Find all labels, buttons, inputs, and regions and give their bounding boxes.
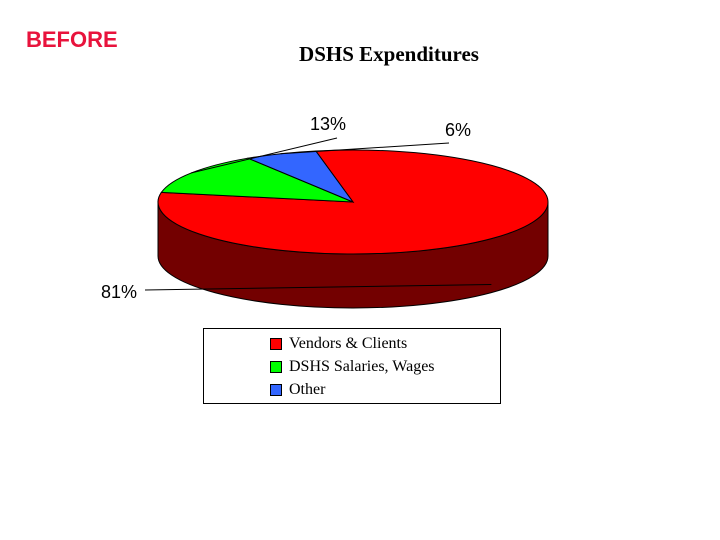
label-other: 6%: [445, 120, 472, 140]
leader-line-vendors-clients: [144, 284, 492, 291]
legend-item-other: Other: [270, 379, 325, 401]
chart-legend: Vendors & Clients DSHS Salaries, Wages O…: [203, 328, 501, 404]
leader-line-other: [280, 142, 450, 155]
chart-title: DSHS Expenditures: [299, 42, 479, 66]
legend-swatch: [270, 338, 282, 350]
label-vendors-clients: 81%: [101, 282, 138, 302]
legend-item-vendors-clients: Vendors & Clients: [270, 333, 407, 355]
slice-vendors-clients: [157, 149, 549, 255]
legend-label: Other: [289, 381, 326, 398]
legend-swatch: [270, 361, 282, 373]
label-salaries-wages: 13%: [310, 114, 347, 134]
legend-label: Vendors & Clients: [289, 335, 408, 352]
legend-label: DSHS Salaries, Wages: [289, 358, 435, 375]
legend-item-salaries-wages: DSHS Salaries, Wages: [270, 356, 435, 378]
slice-salaries-wages: [160, 157, 354, 203]
legend-swatch: [270, 384, 282, 396]
before-label: BEFORE: [26, 27, 118, 52]
leader-line-salaries-wages: [191, 137, 338, 174]
